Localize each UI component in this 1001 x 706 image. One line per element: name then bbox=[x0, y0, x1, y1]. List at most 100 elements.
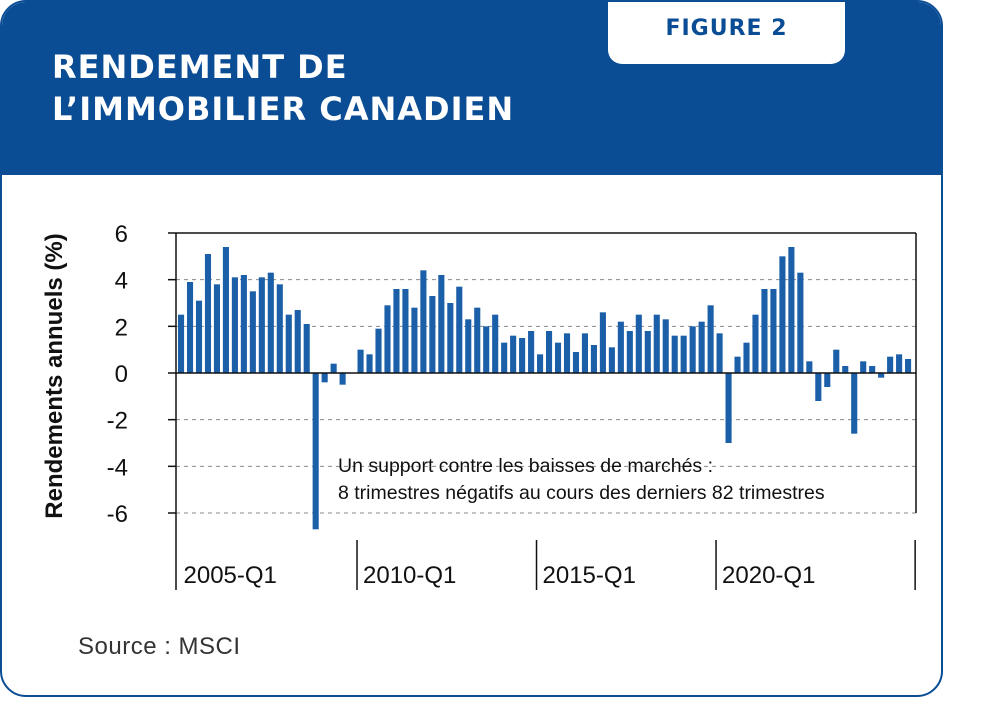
axes bbox=[168, 232, 917, 590]
figure-title: RENDEMENT DE L’IMMOBILIER CANADIEN bbox=[52, 46, 514, 130]
bar bbox=[330, 363, 337, 373]
bar bbox=[294, 310, 301, 373]
annotation-line-2: 8 trimestres négatifs au cours des derni… bbox=[338, 482, 825, 504]
bar bbox=[851, 373, 858, 434]
bar bbox=[563, 333, 571, 373]
bar bbox=[546, 331, 553, 373]
bar bbox=[222, 247, 229, 373]
bar bbox=[644, 331, 651, 373]
bar bbox=[178, 314, 185, 373]
bar bbox=[905, 359, 912, 373]
bar bbox=[537, 354, 544, 373]
tick-labels: 6 4 2 0 -2 -4 -6 2005-Q1 2010-Q1 2015-Q1 2020-Q1 bbox=[107, 221, 816, 589]
bar bbox=[438, 275, 445, 373]
bar bbox=[626, 331, 633, 373]
figure-card: RENDEMENT DE L’IMMOBILIER CANADIEN FIGUR… bbox=[0, 0, 943, 697]
bar bbox=[662, 319, 669, 373]
bar bbox=[797, 272, 804, 373]
bar bbox=[608, 347, 615, 373]
y-axis-label: Rendements annuels (%) bbox=[41, 233, 68, 518]
y-tick-label: 6 bbox=[115, 221, 128, 248]
bar bbox=[671, 335, 678, 373]
bar bbox=[285, 314, 292, 373]
y-tick-label: 2 bbox=[115, 314, 128, 341]
bar bbox=[312, 373, 319, 530]
bar bbox=[501, 342, 508, 373]
bar bbox=[689, 326, 696, 373]
bar bbox=[860, 361, 867, 373]
bar bbox=[366, 354, 373, 373]
figure-tab: FIGURE 2 bbox=[608, 2, 845, 64]
bar bbox=[554, 342, 562, 373]
bar bbox=[752, 314, 759, 373]
bar bbox=[321, 373, 328, 383]
bar bbox=[725, 373, 732, 443]
annotation-line-1: Un support contre les baisses de marchés… bbox=[338, 455, 713, 477]
bar bbox=[303, 324, 310, 373]
bar bbox=[429, 296, 436, 373]
title-line-2: L’IMMOBILIER CANADIEN bbox=[52, 90, 515, 128]
x-tick-label: 2015-Q1 bbox=[543, 562, 636, 589]
bar bbox=[779, 256, 786, 373]
bar bbox=[474, 307, 481, 373]
bar bbox=[384, 305, 391, 373]
bar bbox=[824, 373, 831, 387]
bar bbox=[456, 286, 463, 373]
bar bbox=[240, 275, 247, 373]
bar bbox=[420, 270, 427, 373]
bars bbox=[178, 247, 912, 530]
bar bbox=[869, 366, 876, 373]
bar bbox=[204, 254, 212, 373]
bar bbox=[815, 373, 822, 401]
bar bbox=[842, 366, 849, 373]
bar bbox=[267, 272, 274, 373]
title-line-1: RENDEMENT DE bbox=[52, 48, 348, 86]
bar bbox=[231, 277, 238, 373]
bar bbox=[599, 312, 606, 373]
y-tick-label: 0 bbox=[115, 361, 128, 388]
bar bbox=[528, 331, 535, 373]
bar bbox=[743, 342, 750, 373]
bar bbox=[393, 289, 400, 373]
bar bbox=[833, 349, 840, 373]
bar bbox=[734, 356, 741, 373]
bar bbox=[887, 356, 894, 373]
bar bbox=[707, 305, 714, 373]
bar bbox=[492, 314, 499, 373]
bar bbox=[698, 321, 705, 373]
bar bbox=[878, 373, 885, 378]
bar bbox=[213, 284, 220, 373]
x-tick-label: 2005-Q1 bbox=[184, 562, 277, 589]
bar bbox=[617, 321, 624, 373]
x-tick-label: 2020-Q1 bbox=[722, 562, 815, 589]
bar bbox=[258, 277, 265, 373]
bar bbox=[447, 303, 454, 373]
bar bbox=[770, 289, 777, 373]
bar bbox=[590, 345, 597, 373]
bar bbox=[716, 333, 723, 373]
bar bbox=[186, 282, 194, 373]
bar bbox=[572, 352, 580, 373]
bar bbox=[653, 314, 660, 373]
bar bbox=[276, 284, 283, 373]
bar bbox=[375, 328, 382, 373]
y-tick-label: -2 bbox=[107, 408, 128, 435]
bar bbox=[195, 300, 203, 373]
bar bbox=[788, 247, 795, 373]
bar bbox=[402, 289, 409, 373]
bar bbox=[680, 335, 687, 373]
y-tick-label: -4 bbox=[107, 454, 128, 481]
y-tick-label: 4 bbox=[115, 268, 128, 295]
figure-label: FIGURE 2 bbox=[665, 16, 788, 41]
bar bbox=[357, 349, 364, 373]
source-note: Source : MSCI bbox=[78, 633, 241, 660]
bar bbox=[806, 361, 813, 373]
bar bbox=[465, 319, 472, 373]
x-tick-label: 2010-Q1 bbox=[363, 562, 456, 589]
bar bbox=[411, 307, 418, 373]
bar bbox=[896, 354, 903, 373]
bar bbox=[510, 335, 517, 373]
bar bbox=[339, 373, 346, 385]
bar bbox=[249, 291, 256, 373]
